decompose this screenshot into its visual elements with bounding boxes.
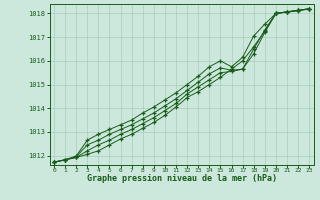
X-axis label: Graphe pression niveau de la mer (hPa): Graphe pression niveau de la mer (hPa): [87, 174, 276, 183]
